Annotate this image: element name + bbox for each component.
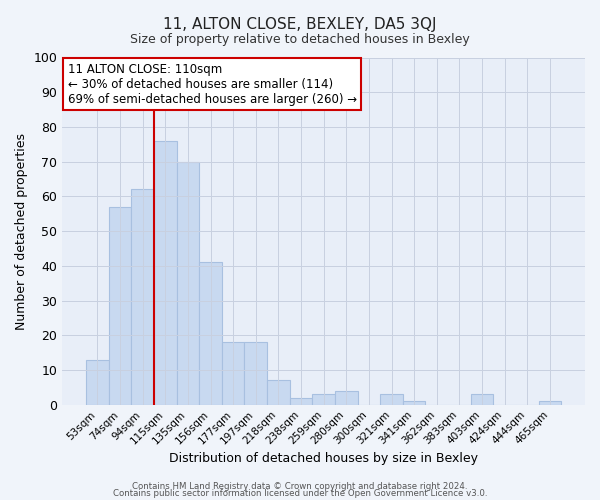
Bar <box>154 141 176 405</box>
Bar <box>539 402 561 404</box>
Text: 11, ALTON CLOSE, BEXLEY, DA5 3QJ: 11, ALTON CLOSE, BEXLEY, DA5 3QJ <box>163 18 437 32</box>
Bar <box>222 342 244 404</box>
Bar <box>290 398 313 404</box>
Y-axis label: Number of detached properties: Number of detached properties <box>15 132 28 330</box>
Bar <box>471 394 493 404</box>
Bar <box>313 394 335 404</box>
Text: 11 ALTON CLOSE: 110sqm
← 30% of detached houses are smaller (114)
69% of semi-de: 11 ALTON CLOSE: 110sqm ← 30% of detached… <box>68 62 356 106</box>
Text: Size of property relative to detached houses in Bexley: Size of property relative to detached ho… <box>130 32 470 46</box>
Bar <box>199 262 222 404</box>
Text: Contains HM Land Registry data © Crown copyright and database right 2024.: Contains HM Land Registry data © Crown c… <box>132 482 468 491</box>
Bar <box>131 190 154 404</box>
X-axis label: Distribution of detached houses by size in Bexley: Distribution of detached houses by size … <box>169 452 478 465</box>
Bar <box>176 162 199 404</box>
Bar <box>267 380 290 404</box>
Bar <box>244 342 267 404</box>
Bar <box>335 391 358 404</box>
Bar <box>86 360 109 405</box>
Bar <box>109 207 131 404</box>
Bar <box>380 394 403 404</box>
Bar <box>403 402 425 404</box>
Text: Contains public sector information licensed under the Open Government Licence v3: Contains public sector information licen… <box>113 490 487 498</box>
